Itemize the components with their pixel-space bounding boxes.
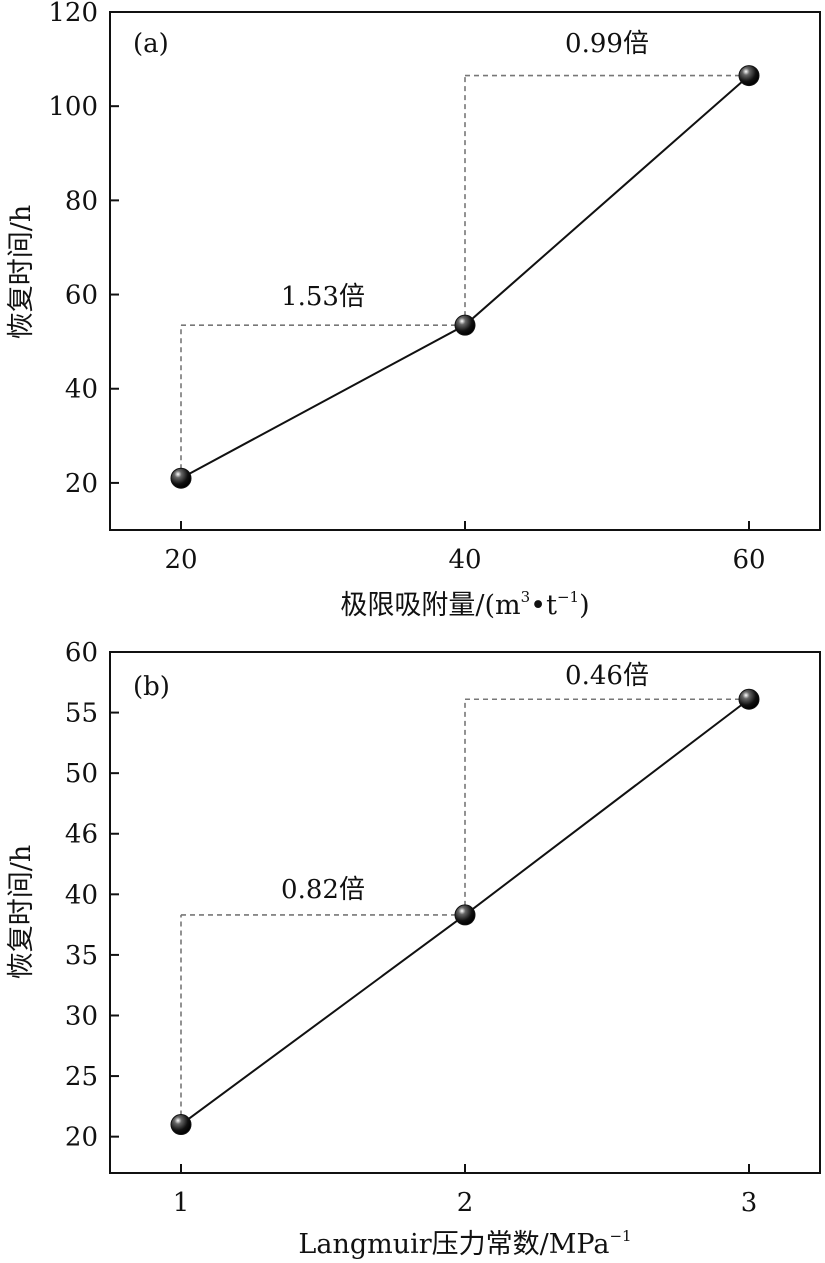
y-axis-title: 恢复时间/h [6,845,37,980]
x-tick-label: 60 [732,545,765,575]
y-tick-label: 55 [65,699,98,729]
data-marks: 20 40 60 80 100 120 20 40 60 1.53倍 0.99倍 [48,0,765,575]
x-tick-label: 2 [457,1188,474,1218]
x-tick-label: 40 [448,545,481,575]
y-tick-label: 20 [65,1123,98,1153]
data-point [738,65,760,87]
panel-label: (a) [133,29,169,59]
data-point [454,904,476,926]
y-tick-label: 35 [65,941,98,971]
chart-panel-b: 20 25 30 35 40 46 50 55 60 1 2 3 0.82倍 0.46倍 (b) 恢复时间… [6,638,821,1260]
x-axis-title: 极限吸附量/(m3•t−1) [340,588,589,621]
data-marks: 20 25 30 35 40 46 50 55 60 1 2 3 0.82倍 0.46倍 [65,638,760,1218]
x-tick-label: 20 [164,545,197,575]
y-tick-label: 100 [48,92,98,122]
y-tick-label: 60 [65,281,98,311]
y-axis-title: 恢复时间/h [6,205,37,340]
y-tick-label: 50 [65,759,98,789]
y-tick-label: 46 [65,820,98,850]
data-point [738,688,760,710]
y-tick-label: 40 [65,375,98,405]
y-tick-label: 80 [65,186,98,216]
y-tick-label: 60 [65,638,98,668]
chart-panel-a: 20 40 60 80 100 120 20 40 60 1.53倍 0.99倍 (a) 恢复时间/… [6,0,821,621]
x-tick-label: 1 [173,1188,190,1218]
y-tick-label: 40 [65,880,98,910]
data-point [454,314,476,336]
panel-label: (b) [133,672,170,702]
ratio-annotation: 0.46倍 [565,661,649,691]
ratio-annotation: 1.53倍 [281,282,365,312]
y-tick-label: 120 [48,0,98,28]
y-tick-label: 25 [65,1062,98,1092]
ratio-annotation: 0.82倍 [281,875,365,905]
y-tick-label: 20 [65,469,98,499]
x-axis-title: Langmuir压力常数/MPa−1 [298,1227,631,1260]
y-tick-label: 30 [65,1001,98,1031]
data-point [170,1114,192,1136]
data-point [170,467,192,489]
ratio-annotation: 0.99倍 [565,29,649,59]
x-tick-label: 3 [741,1188,758,1218]
